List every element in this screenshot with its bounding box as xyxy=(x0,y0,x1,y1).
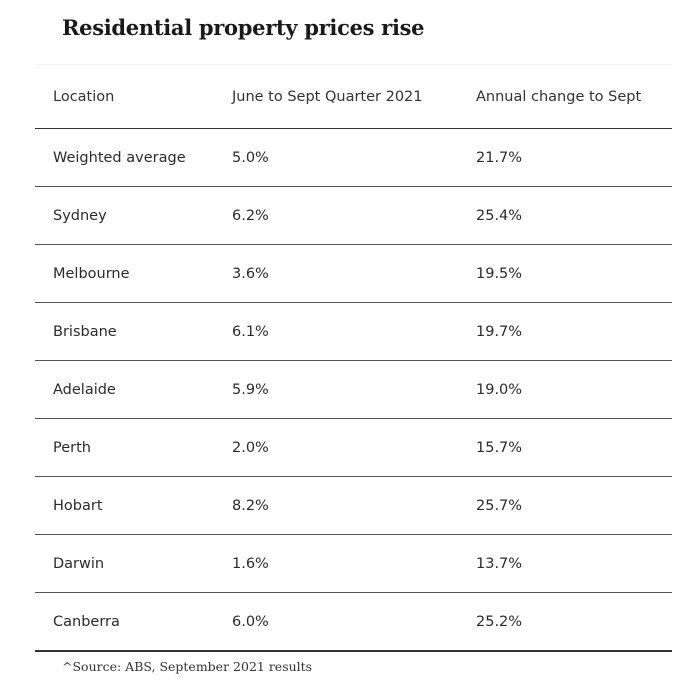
table-row: Sydney 6.2% 25.4% xyxy=(35,186,672,245)
source-note: ^Source: ABS, September 2021 results xyxy=(62,659,313,674)
column-header-annual-change: Annual change to Sept xyxy=(458,65,672,129)
location-cell: Brisbane xyxy=(35,302,214,361)
table-row: Darwin 1.6% 13.7% xyxy=(35,534,672,593)
table-row: Canberra 6.0% 25.2% xyxy=(35,592,672,652)
quarter-change-cell: 6.0% xyxy=(214,592,458,652)
table-top-divider xyxy=(35,64,672,65)
column-header-quarter-change: June to Sept Quarter 2021 xyxy=(214,65,458,129)
table-row: Perth 2.0% 15.7% xyxy=(35,418,672,477)
quarter-change-cell: 1.6% xyxy=(214,534,458,593)
location-cell: Canberra xyxy=(35,592,214,652)
annual-change-cell: 19.5% xyxy=(458,244,672,303)
quarter-change-cell: 6.2% xyxy=(214,186,458,245)
location-cell: Melbourne xyxy=(35,244,214,303)
quarter-change-cell: 2.0% xyxy=(214,418,458,477)
quarter-change-cell: 5.9% xyxy=(214,360,458,419)
annual-change-cell: 21.7% xyxy=(458,128,672,187)
table-row: Adelaide 5.9% 19.0% xyxy=(35,360,672,419)
quarter-change-cell: 3.6% xyxy=(214,244,458,303)
quarter-change-cell: 6.1% xyxy=(214,302,458,361)
annual-change-cell: 25.4% xyxy=(458,186,672,245)
price-table: Location June to Sept Quarter 2021 Annua… xyxy=(35,65,672,652)
location-cell: Darwin xyxy=(35,534,214,593)
table-row: Weighted average 5.0% 21.7% xyxy=(35,128,672,187)
annual-change-cell: 13.7% xyxy=(458,534,672,593)
table-row: Melbourne 3.6% 19.5% xyxy=(35,244,672,303)
location-cell: Hobart xyxy=(35,476,214,535)
table-body: Weighted average 5.0% 21.7% Sydney 6.2% … xyxy=(35,128,672,652)
location-cell: Weighted average xyxy=(35,128,214,187)
annual-change-cell: 19.7% xyxy=(458,302,672,361)
price-table-container: Location June to Sept Quarter 2021 Annua… xyxy=(35,64,672,652)
column-header-location: Location xyxy=(35,65,214,129)
quarter-change-cell: 8.2% xyxy=(214,476,458,535)
table-title: Residential property prices rise xyxy=(62,15,425,40)
table-header: Location June to Sept Quarter 2021 Annua… xyxy=(35,65,672,129)
location-cell: Perth xyxy=(35,418,214,477)
annual-change-cell: 25.7% xyxy=(458,476,672,535)
header-row: Location June to Sept Quarter 2021 Annua… xyxy=(35,65,672,129)
table-row: Hobart 8.2% 25.7% xyxy=(35,476,672,535)
annual-change-cell: 25.2% xyxy=(458,592,672,652)
annual-change-cell: 19.0% xyxy=(458,360,672,419)
location-cell: Adelaide xyxy=(35,360,214,419)
annual-change-cell: 15.7% xyxy=(458,418,672,477)
location-cell: Sydney xyxy=(35,186,214,245)
quarter-change-cell: 5.0% xyxy=(214,128,458,187)
table-row: Brisbane 6.1% 19.7% xyxy=(35,302,672,361)
